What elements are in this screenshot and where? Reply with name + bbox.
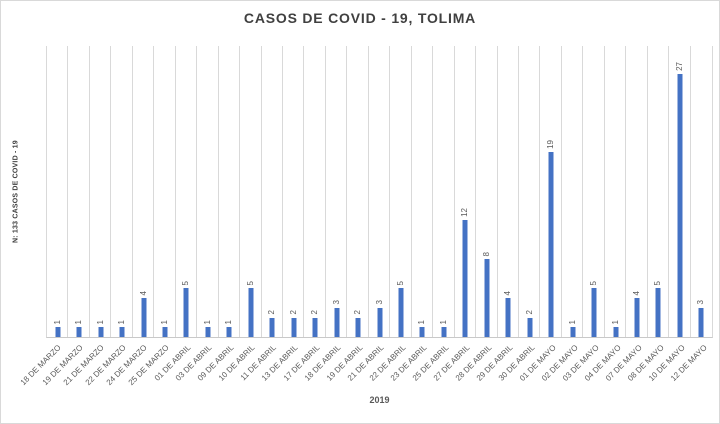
x-axis-labels: 18 DE MARZO 19 DE MARZO 21 DE MARZO 22 DE M…	[19, 343, 709, 388]
bar	[76, 327, 82, 337]
x-axis-title: 2019	[369, 395, 390, 405]
bar	[141, 298, 147, 337]
bar	[462, 220, 468, 337]
bar	[613, 327, 618, 337]
bar-value-label: 8	[481, 251, 491, 257]
bar-slot: 1	[111, 46, 133, 337]
bar-value-label: 4	[503, 290, 513, 296]
bar-value-label: 1	[117, 319, 127, 325]
bar-value-label: 1	[52, 319, 62, 325]
bar-slot: 5	[175, 46, 198, 337]
bar	[505, 298, 511, 337]
bar-value-label: 5	[181, 280, 191, 286]
bar-slot: 1	[561, 46, 584, 337]
bar-value-label: 2	[524, 310, 534, 315]
bar	[55, 327, 61, 337]
bar	[183, 288, 189, 337]
bar-value-label: 1	[610, 319, 620, 325]
bar-slot: 1	[68, 46, 90, 337]
bar-slot: 5	[647, 46, 670, 337]
bar-slot: 4	[497, 46, 519, 337]
bar	[377, 307, 383, 337]
bar-value-label: 12	[460, 208, 470, 218]
bar-value-label: 3	[374, 300, 384, 305]
bar-slot: 5	[583, 46, 605, 337]
bar-slot: 1	[154, 46, 176, 337]
bar-slot: 3	[691, 46, 712, 337]
bar-value-label: 2	[353, 310, 363, 315]
bar-value-label: 5	[245, 280, 255, 286]
bar-slot: 2	[261, 46, 283, 337]
bar-slot: 4	[132, 46, 155, 337]
bar	[312, 317, 318, 337]
bar	[334, 307, 340, 337]
bar	[570, 327, 576, 337]
bar-slot: 2	[347, 46, 369, 337]
bar	[119, 327, 125, 337]
bar-slot: 1	[47, 46, 69, 337]
bar-slot: 4	[626, 46, 648, 337]
bar	[248, 288, 254, 337]
bar-slot: 8	[476, 46, 498, 337]
bar	[226, 327, 232, 337]
bar	[291, 317, 297, 337]
bar-value-label: 3	[331, 300, 341, 305]
bar-value-label: 1	[224, 319, 234, 325]
bar-value-label: 1	[74, 319, 84, 325]
bar-slot: 12	[454, 46, 477, 337]
bar-value-label: 1	[567, 319, 577, 325]
bar	[591, 288, 597, 337]
bar-value-label: 4	[138, 290, 148, 296]
bar-value-label: 27	[674, 62, 684, 72]
bar-slot: 1	[218, 46, 241, 337]
bar-value-label: 1	[202, 319, 212, 325]
bar-slot: 1	[411, 46, 434, 337]
bar-slot: 1	[433, 46, 455, 337]
bar-slot: 2	[518, 46, 541, 337]
bar-slot: 5	[240, 46, 262, 337]
bar	[484, 259, 490, 337]
plot-area: 1 1 1 1 4 1 5 1 1 5 2 2 2 3 2 3 5 1 1 12 8 4 2 19 1 5 1 4 5 27 3	[46, 46, 713, 338]
bar-slot: 5	[390, 46, 412, 337]
bar-value-label: 1	[159, 319, 169, 325]
bar	[205, 327, 211, 337]
bar-slot: 3	[325, 46, 348, 337]
bar-value-label: 1	[438, 319, 448, 325]
bar	[527, 317, 533, 337]
bar	[698, 307, 704, 337]
bar-value-label: 19	[546, 140, 556, 150]
bar-slot: 27	[669, 46, 691, 337]
bar-slot: 1	[604, 46, 627, 337]
bar	[269, 317, 275, 337]
bar-value-label: 1	[95, 319, 105, 325]
bar-value-label: 5	[395, 280, 405, 286]
bar	[419, 327, 425, 337]
bar-value-label: 4	[631, 290, 641, 296]
bar	[398, 288, 404, 337]
bar-slot: 3	[368, 46, 391, 337]
bar	[548, 152, 554, 337]
bar-slot: 19	[540, 46, 562, 337]
bar-value-label: 5	[653, 280, 663, 286]
chart-title: CASOS DE COVID - 19, TOLIMA	[243, 10, 477, 26]
bar	[355, 317, 361, 337]
bar-value-label: 2	[267, 310, 277, 315]
bar-value-label: 1	[417, 319, 427, 325]
bar	[98, 327, 104, 337]
bar-slot: 2	[282, 46, 305, 337]
bar-value-label: 2	[310, 310, 320, 315]
bar	[162, 327, 168, 337]
bar	[655, 288, 661, 337]
bar-value-label: 5	[589, 280, 599, 286]
bar	[677, 74, 683, 337]
bar-value-label: 3	[696, 300, 706, 305]
bar-value-label: 2	[288, 310, 298, 315]
bar-slot: 1	[89, 46, 112, 337]
y-axis-title: N: 133 CASOS DE COVID - 19	[12, 140, 20, 244]
bar-slot: 1	[197, 46, 219, 337]
bar	[634, 298, 640, 337]
bar	[441, 327, 447, 337]
bar-slot: 2	[304, 46, 326, 337]
